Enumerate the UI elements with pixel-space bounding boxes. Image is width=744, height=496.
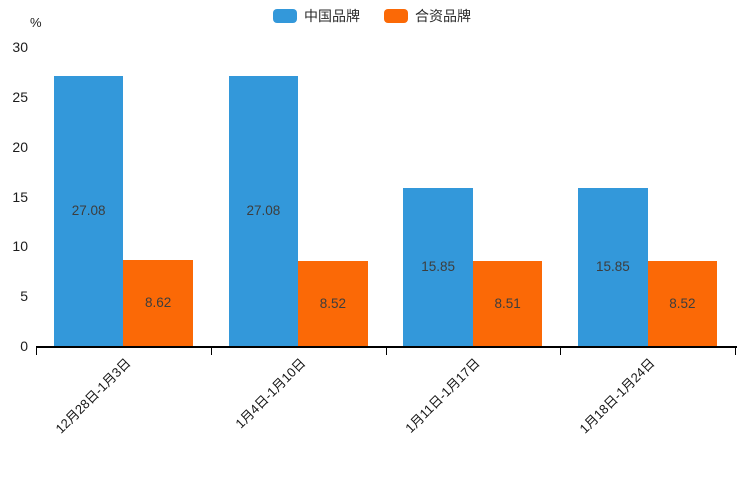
- y-tick-label: 20: [12, 138, 28, 155]
- bar-s0-c1[interactable]: [228, 76, 299, 346]
- legend-swatch-icon: [273, 9, 297, 23]
- x-axis-category-label: 1月18日-1月24日: [576, 355, 658, 437]
- y-tick-label: 30: [12, 39, 28, 55]
- bar-s1-c2[interactable]: [472, 261, 543, 346]
- bar-s1-c0[interactable]: [123, 260, 193, 346]
- x-axis-line: [36, 346, 737, 348]
- bar-value-label: 27.08: [246, 203, 281, 219]
- bar-value-label: 8.52: [319, 295, 347, 311]
- legend-item-series-0[interactable]: 中国品牌: [273, 9, 360, 23]
- legend-label: 中国品牌: [304, 8, 360, 24]
- legend-label: 合资品牌: [415, 8, 471, 24]
- y-tick-label: 15: [12, 188, 28, 205]
- chart-legend: 中国品牌 合资品牌: [0, 9, 744, 23]
- y-tick-label: 25: [12, 88, 28, 105]
- x-axis-tick: [210, 348, 212, 355]
- bar-value-label: 15.85: [421, 259, 456, 274]
- bar-value-label: 15.85: [595, 259, 630, 274]
- bar-value-label: 27.08: [71, 203, 106, 219]
- bar-value-label: 8.52: [669, 295, 696, 311]
- x-axis-tick: [735, 348, 736, 355]
- y-tick-label: 0: [20, 338, 28, 354]
- bar-s0-c0[interactable]: [53, 76, 124, 346]
- y-axis-unit-label: %: [30, 15, 42, 30]
- bar-s1-c3[interactable]: [647, 261, 718, 346]
- legend-swatch-icon: [384, 9, 408, 23]
- bar-s0-c3[interactable]: [578, 188, 648, 346]
- legend-item-series-1[interactable]: 合资品牌: [384, 9, 471, 23]
- x-axis-tick: [560, 348, 562, 355]
- x-axis-category-label: 1月4日-1月10日: [232, 355, 309, 432]
- x-axis-tick: [385, 348, 387, 355]
- bar-value-label: 8.51: [494, 295, 521, 311]
- y-tick-label: 5: [20, 288, 28, 305]
- x-axis-category-label: 1月11日-1月17日: [402, 355, 483, 436]
- x-axis-category-label: 12月28日-1月3日: [52, 355, 134, 437]
- x-axis-tick: [36, 348, 37, 355]
- bar-s1-c1[interactable]: [298, 261, 368, 346]
- bar-value-label: 8.62: [144, 295, 172, 311]
- y-tick-label: 10: [12, 238, 28, 255]
- bar-s0-c2[interactable]: [403, 188, 473, 346]
